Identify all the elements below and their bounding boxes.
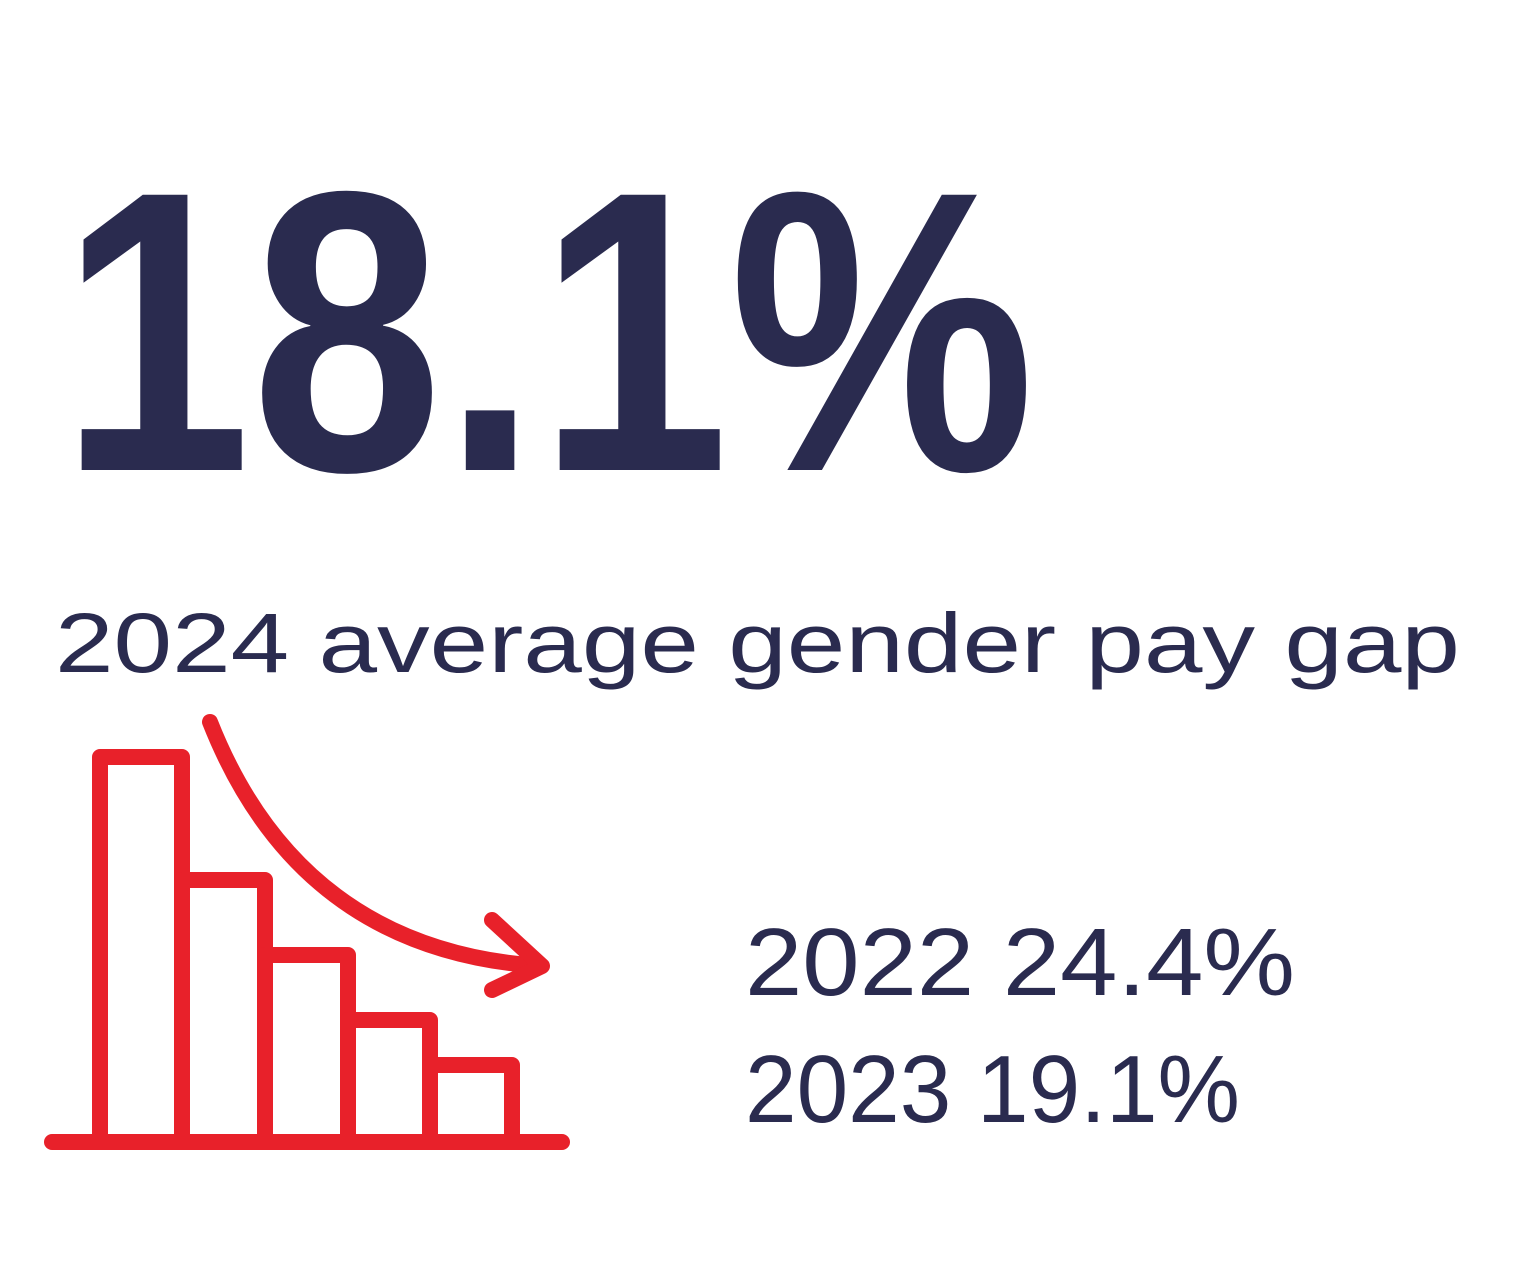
history-line: 2023 19.1% xyxy=(745,1036,1240,1143)
icon-bar xyxy=(174,872,273,1150)
icon-bar xyxy=(340,1012,438,1150)
icon-bar xyxy=(422,1057,520,1150)
headline-value: 18.1% xyxy=(60,108,1035,555)
icon-bar xyxy=(92,749,190,1150)
icon-bar xyxy=(257,947,356,1150)
decline-icon xyxy=(44,714,570,1150)
icon-arrow xyxy=(202,714,548,974)
history-line: 2022 24.4% xyxy=(745,909,1295,1016)
icon-arrowhead xyxy=(484,912,550,998)
headline-caption: 2024 average gender pay gap xyxy=(55,596,1460,690)
